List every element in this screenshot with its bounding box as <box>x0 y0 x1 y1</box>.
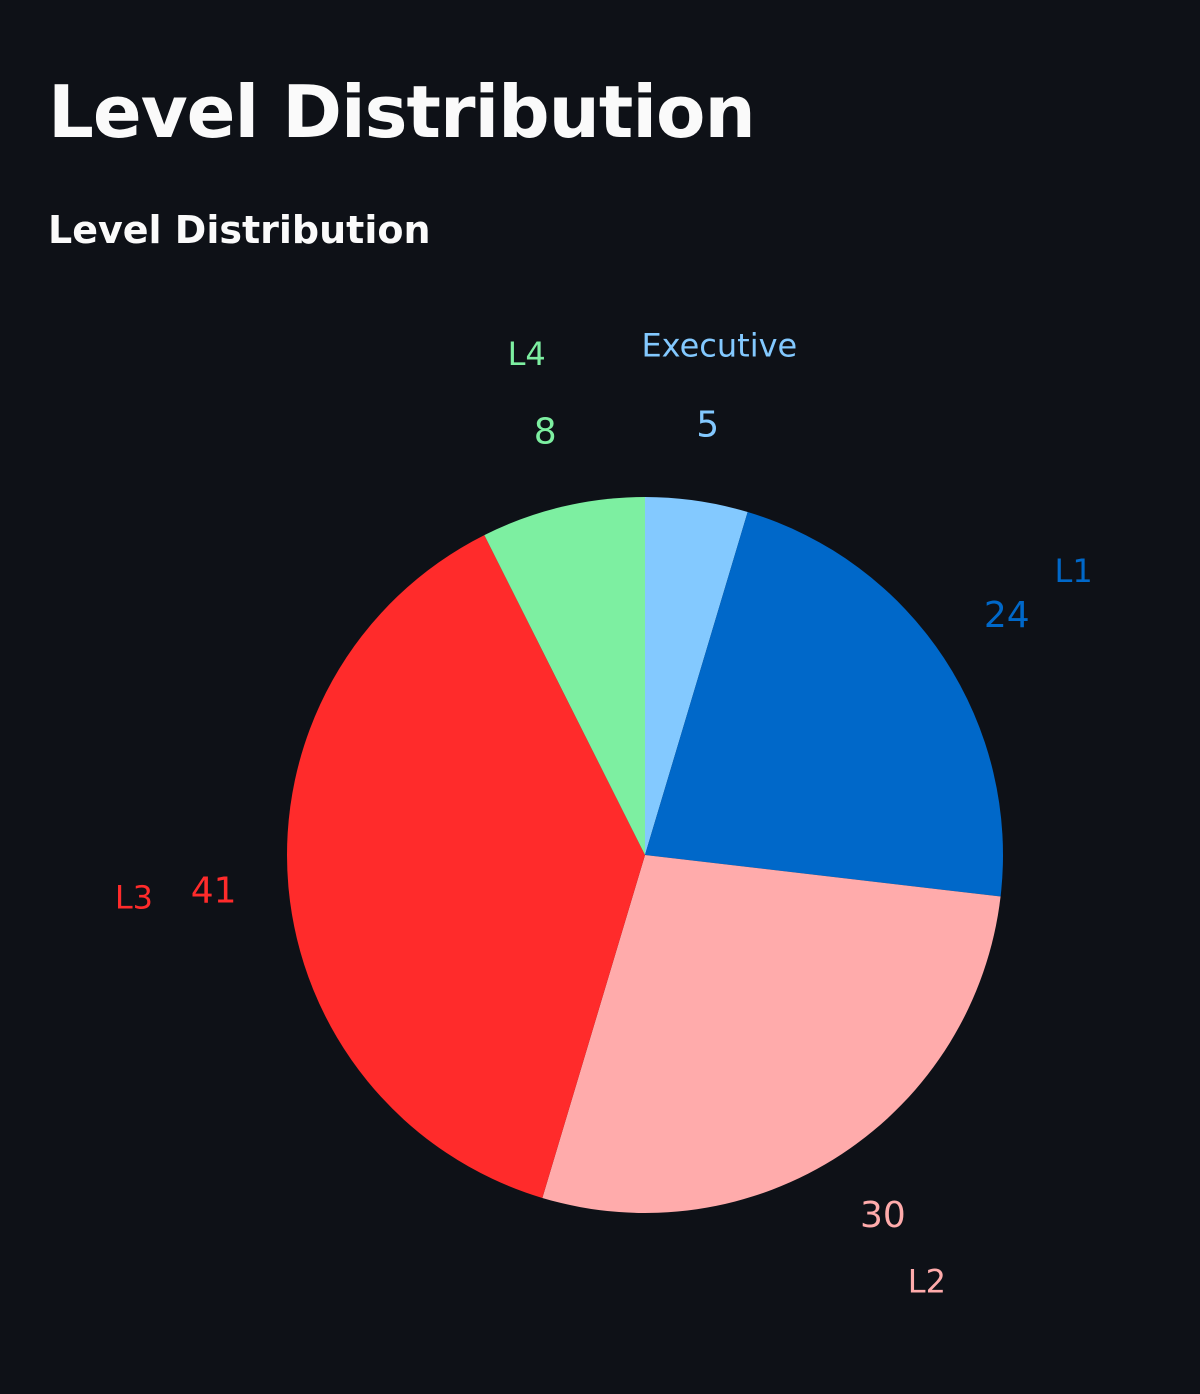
data-label-executive: 5 <box>696 405 719 446</box>
data-label-l4: 8 <box>534 412 557 453</box>
data-label-l3: 41 <box>191 871 237 912</box>
category-label-l2: L2 <box>908 1263 946 1301</box>
category-label-l1: L1 <box>1055 552 1093 590</box>
category-label-l4: L4 <box>508 335 546 373</box>
pie-chart: 5 Executive 24 L1 30 L2 41 L3 8 L4 <box>0 280 1200 1380</box>
chart-title: Level Distribution <box>48 208 431 252</box>
category-label-l3: L3 <box>115 879 153 917</box>
pie-slice-l1[interactable] <box>645 512 1003 897</box>
data-label-l2: 30 <box>860 1195 906 1236</box>
page-title: Level Distribution <box>48 70 756 154</box>
pie-slice-l4[interactable] <box>484 497 645 855</box>
pie-slice-executive[interactable] <box>645 497 748 855</box>
pie-slice-l2[interactable] <box>542 855 1001 1213</box>
pie-slice-l3[interactable] <box>286 535 645 1198</box>
data-label-l1: 24 <box>984 595 1030 636</box>
category-label-executive: Executive <box>641 326 797 364</box>
